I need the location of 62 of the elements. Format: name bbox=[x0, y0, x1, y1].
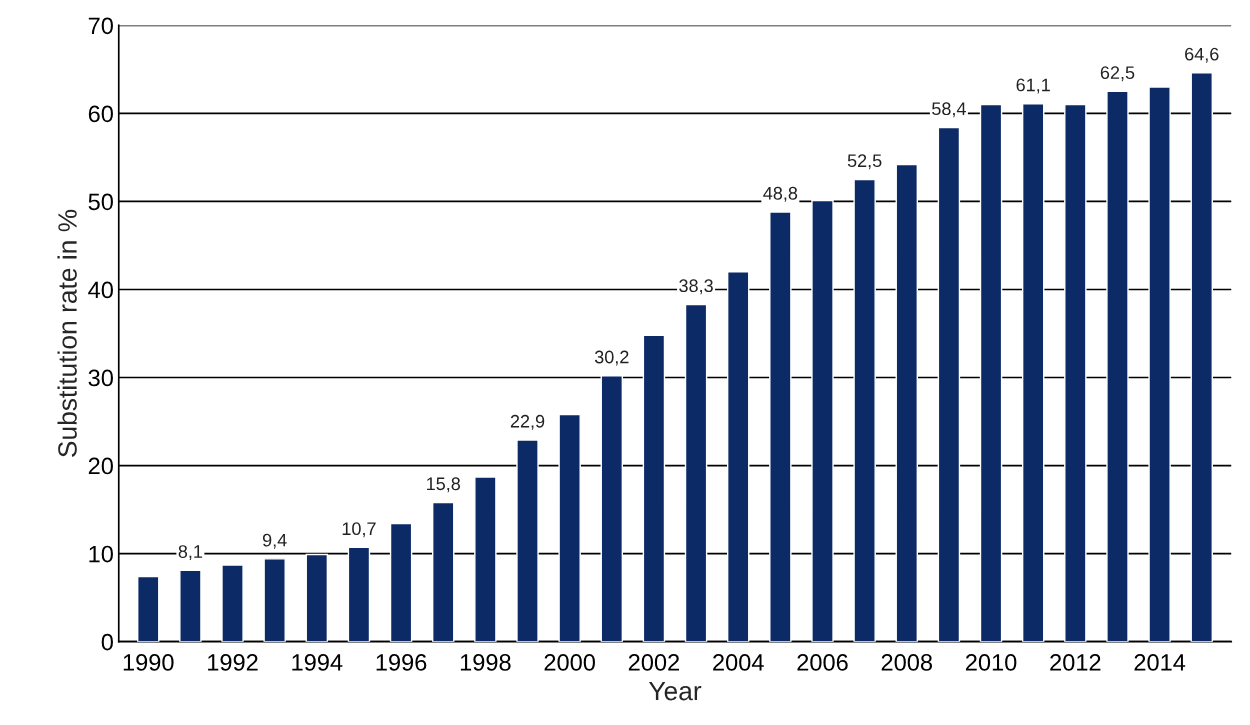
data-label: 48,8 bbox=[763, 186, 798, 202]
bar bbox=[305, 553, 329, 642]
data-label: 62,5 bbox=[1100, 66, 1135, 82]
x-tick-label: 2008 bbox=[881, 654, 933, 671]
data-label: 15,8 bbox=[427, 477, 461, 493]
bar bbox=[347, 546, 371, 642]
data-label: 8,1 bbox=[178, 545, 203, 561]
bar bbox=[1021, 103, 1045, 642]
data-label: 64,6 bbox=[1185, 47, 1219, 63]
bar bbox=[179, 569, 202, 642]
bar bbox=[684, 303, 708, 642]
x-tick-label: 2000 bbox=[544, 654, 595, 671]
y-tick-label: 30 bbox=[88, 369, 113, 387]
y-tick-label: 60 bbox=[88, 105, 113, 123]
x-tick-label: 2012 bbox=[1050, 654, 1101, 671]
x-tick-label: 1990 bbox=[123, 654, 174, 671]
bar bbox=[221, 564, 244, 642]
y-tick-label: 20 bbox=[88, 457, 113, 475]
y-tick-label: 70 bbox=[88, 17, 113, 35]
y-tick-label: 50 bbox=[88, 193, 113, 211]
bar bbox=[263, 558, 286, 642]
bar bbox=[431, 501, 455, 642]
y-tick-label: 10 bbox=[89, 545, 113, 563]
x-tick-label: 2004 bbox=[713, 654, 764, 671]
data-label: 58,4 bbox=[932, 102, 966, 118]
x-tick-label: 1996 bbox=[376, 654, 427, 671]
data-label: 61,1 bbox=[1016, 78, 1050, 94]
bar bbox=[137, 575, 160, 642]
bar bbox=[389, 522, 413, 642]
x-tick-label: 2002 bbox=[628, 654, 680, 671]
bar bbox=[1148, 86, 1171, 642]
data-label: 22,9 bbox=[510, 414, 545, 430]
bar bbox=[1190, 72, 1213, 642]
x-tick-label: 1992 bbox=[208, 654, 258, 671]
data-label: 38,3 bbox=[679, 279, 713, 295]
bar bbox=[1064, 103, 1087, 642]
x-tick-label: 2010 bbox=[965, 654, 1017, 671]
bar bbox=[811, 199, 834, 642]
bar bbox=[895, 163, 919, 642]
data-label: 9,4 bbox=[262, 533, 287, 549]
x-tick-label: 1998 bbox=[460, 654, 511, 671]
y-axis-title: Substitution rate in % bbox=[57, 209, 77, 457]
bar bbox=[853, 178, 876, 642]
data-label: 52,5 bbox=[847, 154, 882, 170]
bar bbox=[516, 439, 539, 642]
bar bbox=[642, 334, 666, 642]
bar bbox=[600, 375, 624, 642]
x-tick-label: 2014 bbox=[1134, 654, 1186, 671]
bar bbox=[769, 211, 792, 642]
x-axis-title: Year bbox=[648, 681, 702, 701]
bar bbox=[726, 271, 750, 642]
x-tick-label: 2006 bbox=[797, 654, 848, 671]
y-tick-label: 0 bbox=[101, 633, 113, 651]
bar bbox=[1106, 90, 1129, 642]
data-label: 30,2 bbox=[594, 350, 629, 366]
bar bbox=[558, 413, 581, 642]
x-tick-label: 1994 bbox=[292, 654, 343, 671]
bar bbox=[979, 103, 1003, 642]
y-tick-label: 40 bbox=[88, 281, 113, 299]
data-label: 10,7 bbox=[342, 522, 376, 538]
bar bbox=[937, 126, 961, 642]
bar bbox=[474, 476, 497, 642]
